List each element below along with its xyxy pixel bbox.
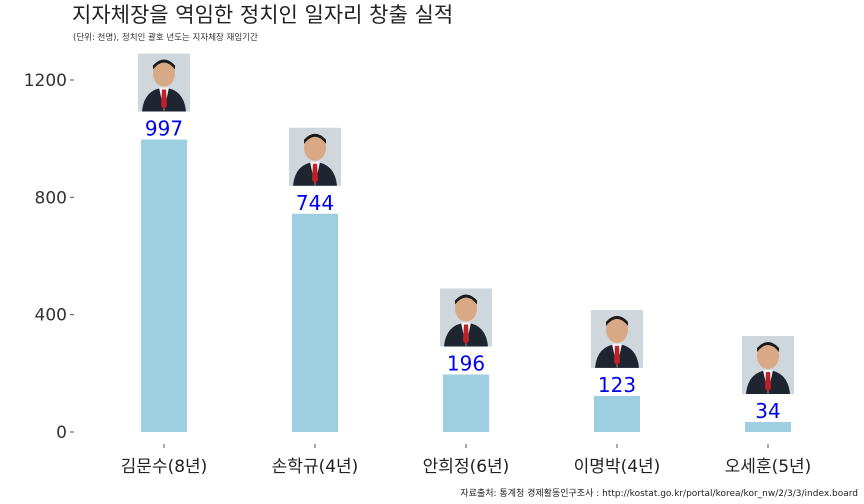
bar (292, 213, 338, 432)
photo-hair (606, 315, 628, 326)
y-tick-label: 400 (35, 306, 67, 326)
photo-hair (455, 294, 477, 305)
portrait-photo (591, 309, 643, 368)
photo-tie (161, 89, 167, 110)
x-tick-label: 손학규(4년) (272, 457, 359, 477)
bar-value-label: 997 (145, 117, 183, 141)
chart-title: 지자체장을 역임한 정치인 일자리 창출 실적 (72, 3, 453, 27)
bar-value-label: 123 (598, 373, 636, 397)
bar-value-label: 744 (296, 191, 334, 215)
bars: 997 744 196 123 34 (138, 53, 794, 432)
photo-hair (757, 342, 779, 353)
bar-value-label: 34 (755, 399, 780, 423)
bar-value-label: 196 (447, 352, 485, 376)
x-tick-label: 이명박(4년) (574, 457, 661, 477)
portrait-photo (742, 336, 794, 395)
bar (594, 395, 640, 432)
photo-face (606, 316, 628, 343)
x-tick-label: 김문수(8년) (121, 457, 208, 477)
portrait-photo (440, 288, 492, 347)
photo-face (455, 295, 477, 322)
photo-tie (312, 163, 318, 184)
photo-face (153, 60, 175, 87)
photo-hair (304, 133, 326, 144)
portrait-photo (289, 127, 341, 186)
bar (745, 422, 791, 432)
x-tick-label: 오세훈(5년) (725, 457, 812, 477)
x-axis: 김문수(8년) 손학규(4년) 안희정(6년) 이명박(4년) 오세훈(5년) (121, 444, 812, 477)
photo-hair (153, 59, 175, 70)
y-tick-label: 0 (56, 423, 67, 443)
photo-tie (765, 372, 771, 393)
chart-caption: 자료출처: 통계청 경제활동인구조사 : http://kostat.go.kr… (460, 487, 858, 499)
y-tick-label: 800 (35, 188, 67, 208)
y-tick-label: 1200 (24, 71, 67, 91)
photo-face (757, 343, 779, 370)
x-tick-label: 안희정(6년) (423, 457, 510, 477)
portrait-photo (138, 53, 190, 112)
photo-tie (614, 345, 620, 366)
chart-subtitle: (단위: 천명), 정치인 괄호 년도는 지자체장 재임기간 (73, 32, 258, 43)
photo-tie (463, 324, 469, 345)
bar (141, 139, 187, 432)
photo-face (304, 134, 326, 161)
y-axis: 0 400 800 1200 (24, 71, 74, 443)
bar (443, 374, 489, 432)
